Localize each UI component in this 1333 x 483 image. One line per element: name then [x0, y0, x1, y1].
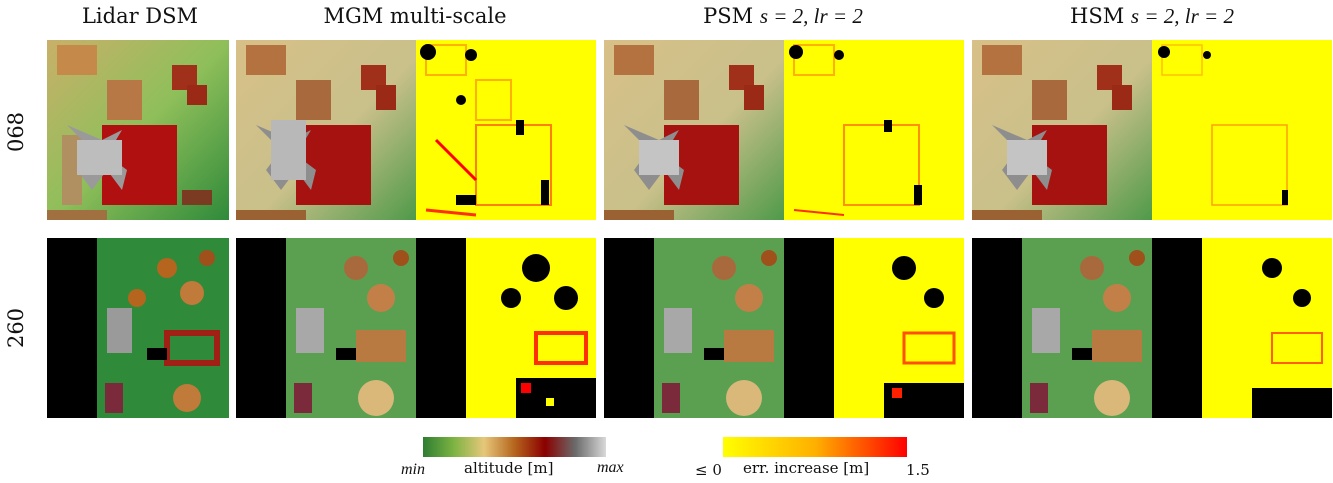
- hsm-altitude-260: [972, 238, 1152, 418]
- mgm-error-068: [416, 40, 596, 220]
- mgm-error-260: [416, 238, 596, 418]
- column-title-psm: PSM s = 2, lr = 2: [703, 4, 863, 29]
- hsm-prefix: HSM: [1070, 4, 1131, 28]
- column-title-hsm: HSM s = 2, lr = 2: [1070, 4, 1234, 29]
- hsm-params: s = 2, lr = 2: [1130, 4, 1234, 28]
- lidar-dsm-260: [47, 238, 229, 418]
- mgm-altitude-068: [236, 40, 416, 220]
- psm-prefix: PSM: [703, 4, 760, 28]
- column-title-mgm: MGM multi-scale: [323, 4, 507, 28]
- altitude-max-label: max: [597, 459, 624, 476]
- psm-altitude-068: [604, 40, 784, 220]
- psm-params: s = 2, lr = 2: [759, 4, 863, 28]
- error-axis-label: err. increase [m]: [743, 459, 870, 477]
- row-label-068: 068: [4, 111, 28, 153]
- row-label-260: 260: [4, 307, 28, 349]
- column-title-lidar: Lidar DSM: [81, 4, 199, 28]
- error-min-label: ≤ 0: [695, 461, 722, 479]
- altitude-colorbar: [423, 437, 606, 457]
- hsm-altitude-068: [972, 40, 1152, 220]
- psm-error-260: [784, 238, 964, 418]
- hsm-error-260: [1152, 238, 1332, 418]
- error-max-label: 1.5: [906, 461, 930, 479]
- lidar-dsm-068: [47, 40, 229, 220]
- error-colorbar: [723, 437, 907, 457]
- altitude-axis-label: altitude [m]: [464, 459, 554, 477]
- mgm-altitude-260: [236, 238, 416, 418]
- psm-altitude-260: [604, 238, 784, 418]
- psm-error-068: [784, 40, 964, 220]
- altitude-min-label: min: [401, 461, 425, 478]
- hsm-error-068: [1152, 40, 1332, 220]
